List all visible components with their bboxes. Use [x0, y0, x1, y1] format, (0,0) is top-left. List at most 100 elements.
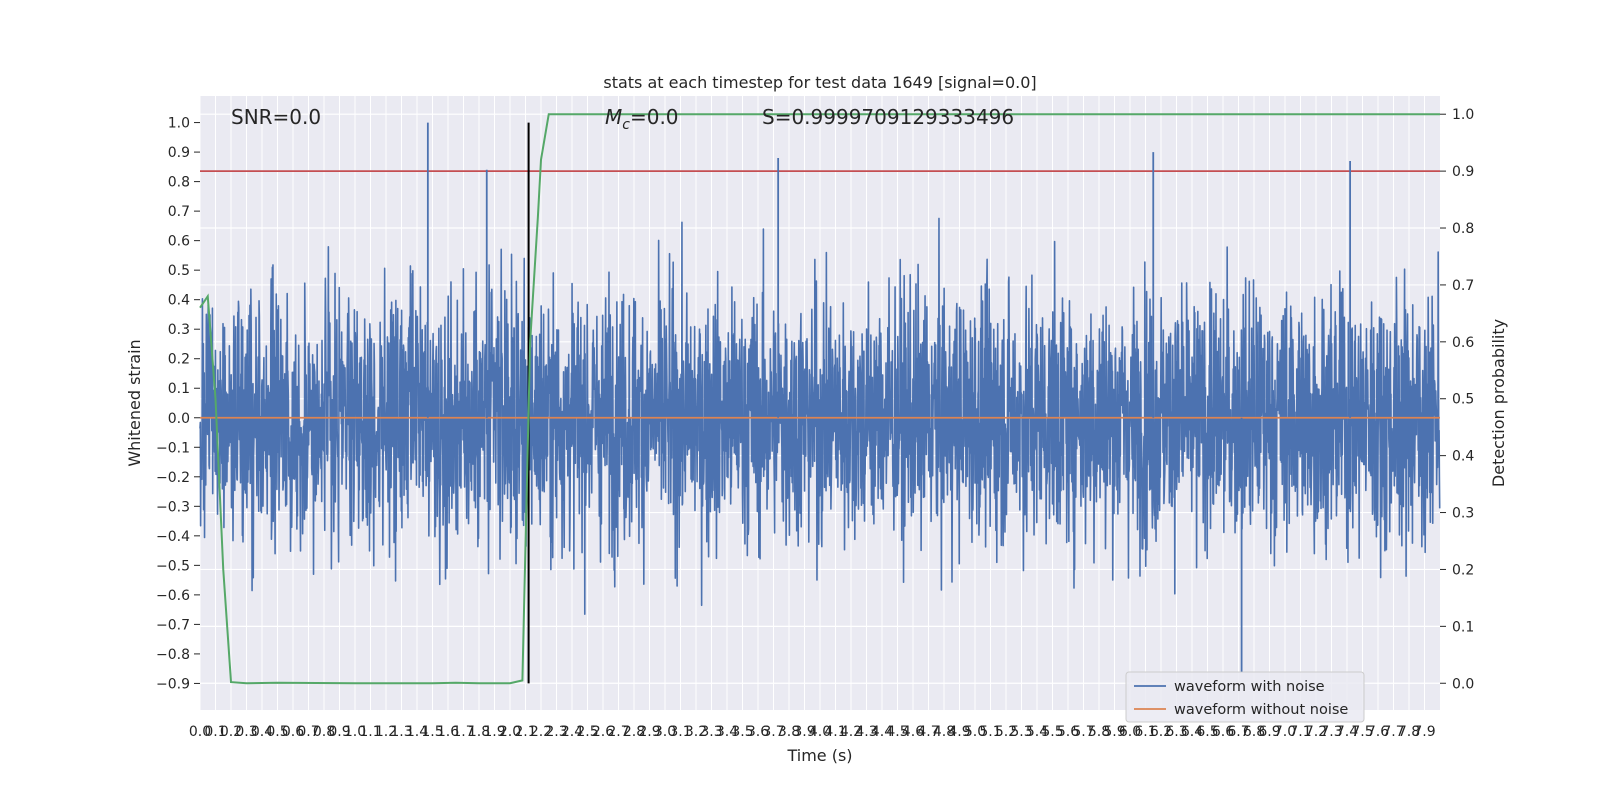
x-tick-label: 1.6 — [437, 724, 459, 740]
x-tick-label: 4.9 — [948, 724, 970, 740]
x-axis-title: Time (s) — [786, 746, 852, 765]
x-tick-label: 7.1 — [1289, 724, 1311, 740]
y2-tick-label: 0.0 — [1452, 676, 1474, 692]
x-tick-label: 1.7 — [452, 724, 474, 740]
x-tick-label: 3.8 — [778, 724, 800, 740]
chirp-mass-value: =0.0 — [630, 105, 679, 129]
x-tick-label: 3.2 — [685, 724, 707, 740]
y-tick-label: 0.8 — [168, 175, 190, 191]
x-tick-label: 7.5 — [1351, 724, 1373, 740]
x-tick-label: 6.3 — [1165, 724, 1187, 740]
x-tick-label: 5.9 — [1103, 724, 1125, 740]
x-tick-label: 1.0 — [344, 724, 366, 740]
x-tick-label: 4.5 — [886, 724, 908, 740]
x-tick-label: 2.3 — [545, 724, 567, 740]
x-tick-label: 3.3 — [700, 724, 722, 740]
x-tick-label: 1.4 — [406, 724, 428, 740]
chart-title: stats at each timestep for test data 164… — [603, 73, 1036, 92]
x-tick-label: 0.6 — [282, 724, 304, 740]
x-tick-label: 6.8 — [1243, 724, 1265, 740]
x-tick-label: 3.1 — [669, 724, 691, 740]
y-tick-label: 0.3 — [168, 322, 190, 338]
x-tick-label: 2.2 — [530, 724, 552, 740]
x-tick-label: 0.3 — [235, 724, 257, 740]
x-tick-label: 1.3 — [390, 724, 412, 740]
y2-axis-title: Detection probability — [1489, 319, 1508, 487]
x-tick-label: 2.8 — [623, 724, 645, 740]
waveform-with-noise-line — [199, 217, 1441, 615]
x-tick-label: 7.9 — [1413, 724, 1435, 740]
detection-probability-line — [199, 113, 1440, 685]
y-axis-ticks: 1.0 0.9 0.8 0.7 0.6 0.5 0.4 0.3 0.2 0.1 0.0 −0.1 −0.… — [156, 116, 200, 692]
x-tick-label: 2.4 — [561, 724, 583, 740]
x-tick-label: 6.4 — [1181, 724, 1203, 740]
x-tick-label: 0.8 — [313, 724, 335, 740]
x-tick-label: 2.1 — [514, 724, 536, 740]
x-tick-label: 6.1 — [1134, 724, 1156, 740]
x-tick-label: 3.4 — [716, 724, 738, 740]
y2-tick-label: 1.0 — [1452, 107, 1474, 123]
x-tick-label: 6.6 — [1212, 724, 1234, 740]
legend: waveform with noise waveform without noi… — [1125, 671, 1365, 723]
y2-axis-ticks: 1.0 0.9 0.8 0.7 0.6 0.5 0.4 0.3 0.2 0.1 0.0 — [1440, 107, 1474, 692]
x-tick-label: 4.4 — [871, 724, 893, 740]
legend-label-clean: waveform without noise — [1174, 702, 1348, 718]
x-tick-label: 1.5 — [421, 724, 443, 740]
y-tick-label: 0.1 — [168, 381, 190, 397]
y-tick-label: −0.6 — [156, 588, 190, 604]
y-tick-label: 0.7 — [168, 204, 190, 220]
x-tick-label: 7.7 — [1382, 724, 1404, 740]
x-tick-label: 1.2 — [375, 724, 397, 740]
x-tick-label: 3.0 — [654, 724, 676, 740]
x-tick-label: 4.6 — [902, 724, 924, 740]
x-tick-label: 3.9 — [793, 724, 815, 740]
y-tick-label: −0.9 — [156, 676, 190, 692]
x-tick-label: 7.2 — [1305, 724, 1327, 740]
x-tick-label: 5.8 — [1088, 724, 1110, 740]
x-tick-label: 3.6 — [747, 724, 769, 740]
x-tick-label: 5.0 — [964, 724, 986, 740]
x-tick-label: 1.9 — [483, 724, 505, 740]
x-tick-label: 0.1 — [204, 724, 226, 740]
y-tick-label: −0.8 — [156, 647, 190, 663]
y2-tick-label: 0.4 — [1452, 449, 1474, 465]
x-tick-label: 1.8 — [468, 724, 490, 740]
x-tick-label: 2.6 — [592, 724, 614, 740]
x-tick-label: 0.9 — [328, 724, 350, 740]
x-tick-label: 6.2 — [1150, 724, 1172, 740]
x-tick-label: 0.7 — [297, 724, 319, 740]
y2-tick-label: 0.3 — [1452, 506, 1474, 522]
y-tick-label: −0.1 — [156, 440, 190, 456]
legend-box — [1125, 671, 1365, 723]
y-axis-title: Whitened strain — [125, 339, 144, 466]
x-tick-label: 0.2 — [220, 724, 242, 740]
y2-tick-label: 0.8 — [1452, 221, 1474, 237]
x-tick-label: 5.3 — [1010, 724, 1032, 740]
y-tick-label: 0.6 — [168, 234, 190, 250]
y-tick-label: −0.7 — [156, 617, 190, 633]
x-tick-label: 2.9 — [638, 724, 660, 740]
x-tick-label: 4.0 — [809, 724, 831, 740]
y-tick-label: −0.5 — [156, 558, 190, 574]
x-tick-label: 7.0 — [1274, 724, 1296, 740]
x-tick-label: 5.7 — [1072, 724, 1094, 740]
y2-tick-label: 0.9 — [1452, 164, 1474, 180]
x-tick-label: 2.0 — [499, 724, 521, 740]
x-tick-label: 6.7 — [1227, 724, 1249, 740]
x-tick-label: 5.1 — [979, 724, 1001, 740]
y2-tick-label: 0.5 — [1452, 392, 1474, 408]
y-tick-label: −0.3 — [156, 499, 190, 515]
x-tick-label: 5.2 — [995, 724, 1017, 740]
x-tick-label: 4.2 — [840, 724, 862, 740]
y-tick-label: 0.5 — [168, 263, 190, 279]
y2-tick-label: 0.6 — [1452, 335, 1474, 351]
x-tick-label: 0.4 — [251, 724, 273, 740]
x-tick-label: 2.7 — [607, 724, 629, 740]
y-tick-label: 0.9 — [168, 145, 190, 161]
x-tick-label: 2.5 — [576, 724, 598, 740]
x-tick-label: 3.5 — [731, 724, 753, 740]
x-tick-label: 7.8 — [1398, 724, 1420, 740]
y-tick-label: −0.4 — [156, 529, 190, 545]
y2-tick-label: 0.7 — [1452, 278, 1474, 294]
